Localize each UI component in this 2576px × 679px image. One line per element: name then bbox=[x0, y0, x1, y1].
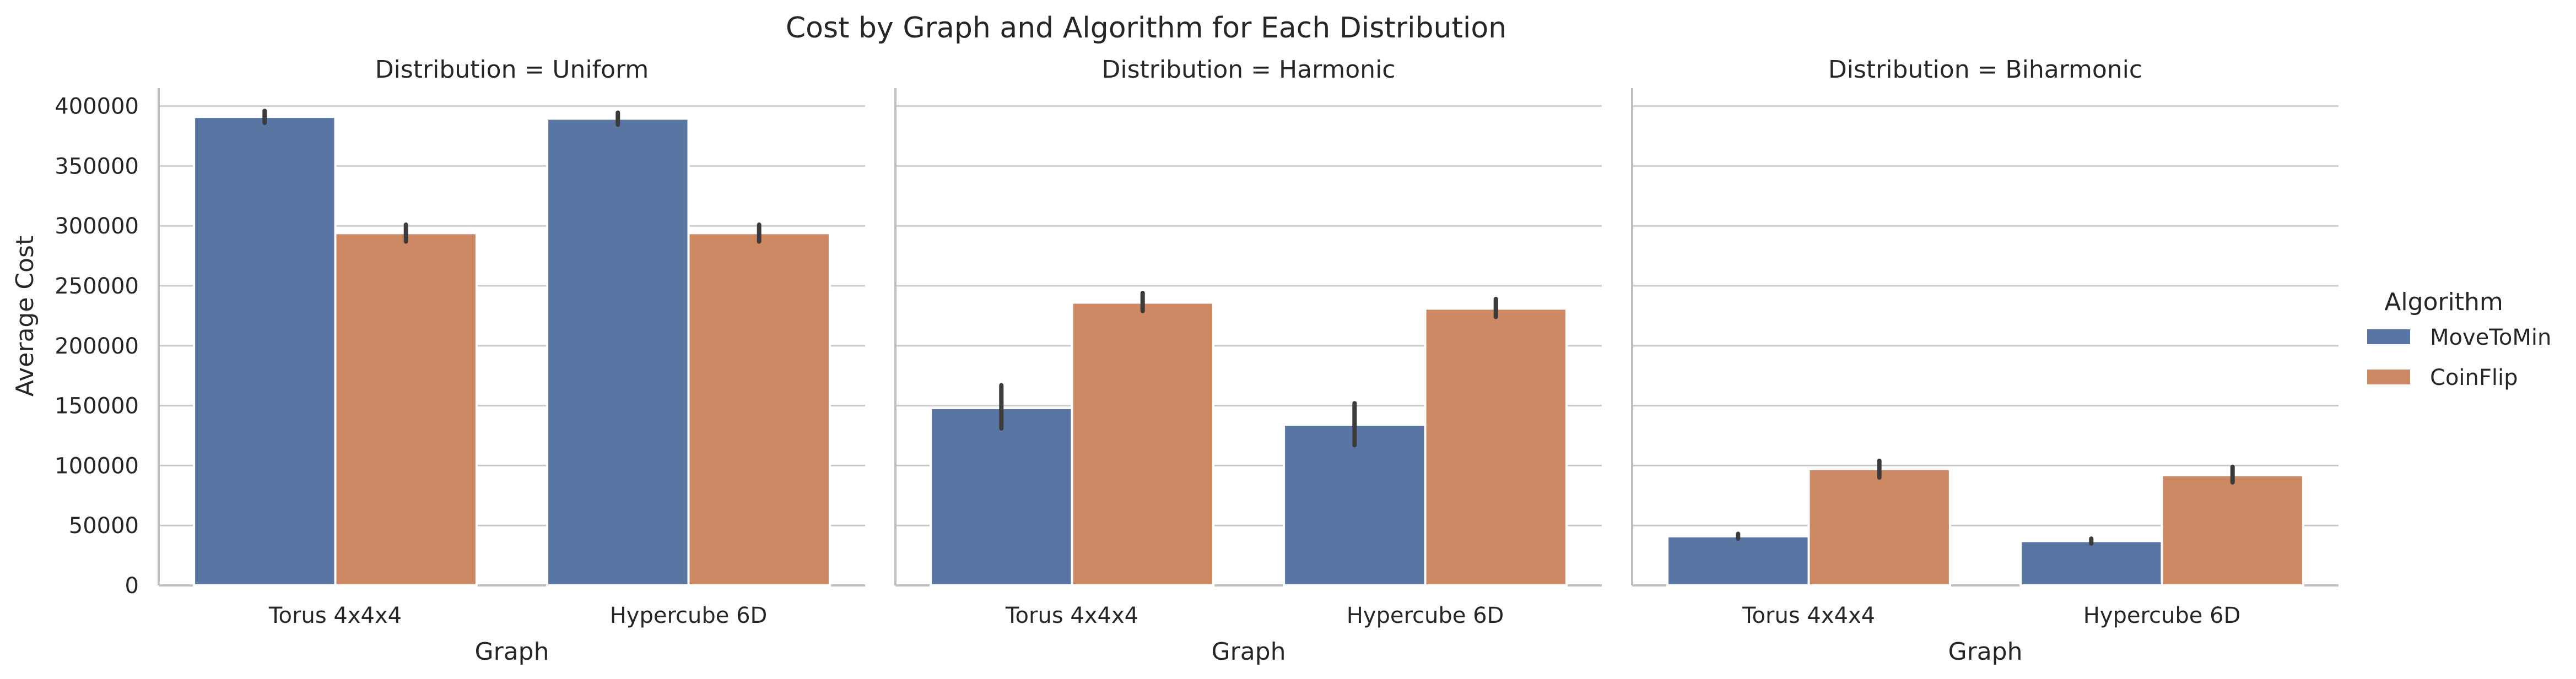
bar-coinflip-torus-4x4x4 bbox=[1071, 301, 1214, 586]
y-tick-label: 250000 bbox=[55, 274, 139, 299]
chart-title: Cost by Graph and Algorithm for Each Dis… bbox=[786, 12, 1506, 45]
x-axis-label: Graph bbox=[475, 638, 549, 666]
bar-movetomin-hypercube-6d bbox=[546, 117, 690, 586]
legend-label-movetomin: MoveToMin bbox=[2430, 325, 2551, 350]
y-tick-label: 50000 bbox=[69, 513, 139, 539]
bar-movetomin-hypercube-6d bbox=[1283, 423, 1427, 586]
bar-coinflip-hypercube-6d bbox=[687, 232, 831, 586]
x-tick-label: Hypercube 6D bbox=[2083, 603, 2241, 628]
bar-coinflip-torus-4x4x4 bbox=[334, 232, 478, 586]
facet-title: Distribution = Biharmonic bbox=[1828, 56, 2142, 84]
x-tick-label: Hypercube 6D bbox=[1347, 603, 1504, 628]
facet-title: Distribution = Uniform bbox=[375, 56, 649, 84]
y-tick-label: 300000 bbox=[55, 214, 139, 239]
x-tick-label: Hypercube 6D bbox=[610, 603, 768, 628]
x-axis-label: Graph bbox=[1948, 638, 2023, 666]
facet-panels: 0 50000 100000 150000 200000 250000 300000 3500… bbox=[55, 56, 2339, 666]
bar-movetomin-torus-4x4x4 bbox=[193, 116, 337, 586]
legend: Algorithm MoveToMin CoinFlip bbox=[2367, 288, 2551, 390]
facet-panel-uniform: 0 50000 100000 150000 200000 250000 300000 3500… bbox=[55, 56, 865, 666]
y-tick-label: 100000 bbox=[55, 453, 139, 479]
legend-label-coinflip: CoinFlip bbox=[2430, 365, 2518, 390]
bar-coinflip-torus-4x4x4 bbox=[1807, 468, 1951, 587]
bar-movetomin-hypercube-6d bbox=[2019, 540, 2163, 587]
y-axis-label: Average Cost bbox=[11, 236, 39, 397]
facet-title: Distribution = Harmonic bbox=[1102, 56, 1396, 84]
legend-swatch-movetomin bbox=[2367, 329, 2410, 344]
facet-panel-biharmonic: Distribution = Biharmonic Torus 4x4x4 Hype… bbox=[1631, 56, 2339, 666]
x-axis-label: Graph bbox=[1212, 638, 1286, 666]
x-tick-label: Torus 4x4x4 bbox=[1742, 603, 1875, 628]
legend-swatch-coinflip bbox=[2367, 370, 2410, 384]
y-tick-label: 0 bbox=[125, 573, 139, 599]
bar-movetomin-torus-4x4x4 bbox=[930, 406, 1073, 586]
x-tick-label: Torus 4x4x4 bbox=[268, 603, 402, 628]
bar-coinflip-hypercube-6d bbox=[2161, 474, 2304, 587]
y-tick-label: 400000 bbox=[55, 94, 139, 119]
y-tick-label: 350000 bbox=[55, 154, 139, 179]
facet-panel-harmonic: Distribution = Harmonic Torus 4x4x4 Hyperc… bbox=[894, 56, 1602, 666]
bar-coinflip-hypercube-6d bbox=[1424, 307, 1568, 586]
x-tick-label: Torus 4x4x4 bbox=[1005, 603, 1138, 628]
bar-movetomin-torus-4x4x4 bbox=[1666, 535, 1810, 587]
y-tick-label: 150000 bbox=[55, 394, 139, 419]
legend-title: Algorithm bbox=[2384, 288, 2503, 316]
y-tick-label: 200000 bbox=[55, 334, 139, 359]
